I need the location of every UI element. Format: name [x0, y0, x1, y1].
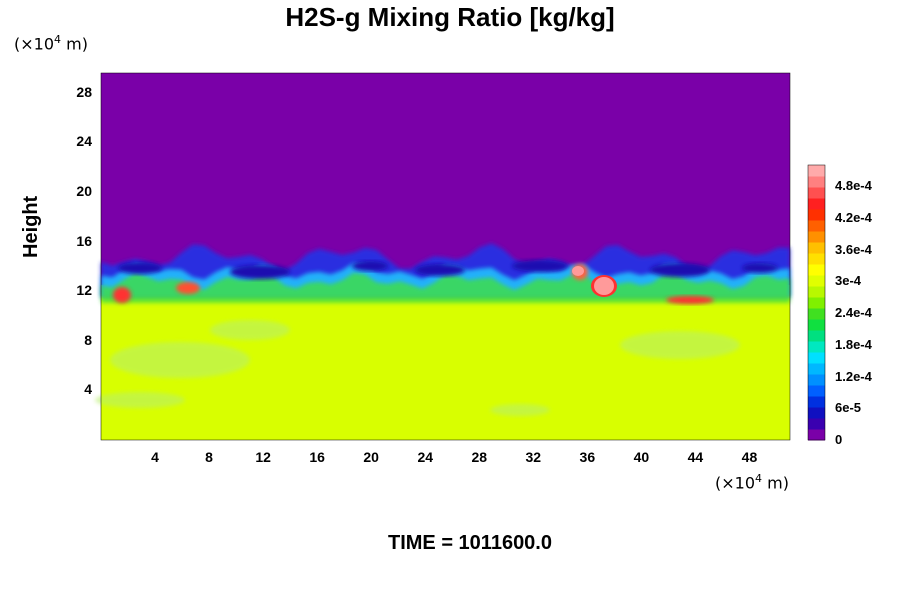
colorbar-label: 0 — [835, 432, 843, 447]
colorbar-label: 4.2e-4 — [835, 209, 872, 225]
hot-spot — [113, 287, 131, 303]
x-tick-label: 8 — [205, 449, 213, 465]
upper-field — [101, 73, 790, 286]
y-axis-unit: (×104 m) — [14, 33, 88, 54]
y-tick-label: 28 — [76, 83, 92, 100]
mixing-band-green — [101, 272, 790, 304]
x-tick-label: 48 — [741, 449, 758, 465]
mixing-eddy — [415, 264, 465, 276]
colorbar-segment — [808, 242, 825, 254]
x-tick-label: 24 — [417, 449, 434, 465]
colorbar-segment — [808, 176, 825, 188]
y-tick-label: 16 — [76, 232, 92, 249]
hot-spot — [176, 282, 200, 294]
colorbar-segment — [808, 297, 825, 309]
x-tick-label: 28 — [471, 449, 488, 465]
colorbar-segment — [808, 275, 825, 287]
mixing-eddy — [742, 263, 778, 273]
colorbar-segment — [808, 231, 825, 243]
colorbar-label: 2.4e-4 — [835, 305, 872, 321]
colorbar-segment — [808, 341, 825, 353]
mixing-eddy — [650, 263, 710, 277]
colorbar-label: 6e-5 — [835, 400, 862, 416]
x-tick-label: 36 — [579, 449, 596, 465]
chart-title: H2S-g Mixing Ratio [kg/kg] — [285, 2, 615, 32]
mixing-eddy — [230, 265, 290, 279]
colorbar-segment — [808, 253, 825, 265]
colorbar-segment — [808, 429, 825, 441]
colorbar-segment — [808, 209, 825, 221]
x-tick-label: 20 — [363, 449, 379, 465]
y-tick-label: 20 — [76, 183, 92, 200]
colorbar-label: 3e-4 — [835, 273, 862, 289]
colorbar-segment — [808, 220, 825, 232]
lower-swirl — [210, 320, 290, 340]
colorbar-segment — [808, 352, 825, 364]
y-tick-label: 12 — [76, 282, 92, 299]
heatmap-field — [95, 72, 791, 441]
colorbar-segment — [808, 374, 825, 386]
hot-spot — [666, 296, 714, 304]
colorbar-segment — [808, 165, 825, 177]
x-tick-label: 40 — [633, 449, 650, 465]
peak-blob — [594, 277, 614, 295]
x-axis-unit: (×104 m) — [715, 472, 789, 493]
x-tick-label: 16 — [309, 449, 325, 465]
colorbar-segment — [808, 286, 825, 298]
colorbar-frame — [807, 164, 826, 441]
lower-swirl — [110, 342, 250, 378]
lower-swirl — [95, 392, 185, 408]
colorbar-label: 1.8e-4 — [835, 336, 872, 352]
x-tick-label: 12 — [255, 449, 271, 465]
colorbar-segment — [808, 187, 825, 199]
colorbar-segment — [808, 330, 825, 342]
colorbar-label: 3.6e-4 — [835, 241, 872, 257]
mixing-eddy — [512, 260, 568, 272]
mixing-eddy — [118, 262, 162, 274]
colorbar-segment — [808, 385, 825, 397]
colorbar-segment — [808, 418, 825, 430]
time-label: TIME = 1011600.0 — [387, 532, 552, 554]
colorbar-segment — [808, 396, 825, 408]
colorbar-label: 4.8e-4 — [835, 178, 872, 194]
colorbar-segment — [808, 407, 825, 419]
plot-frame — [100, 72, 791, 441]
lower-swirl — [620, 331, 740, 359]
x-tick-label: 4 — [151, 449, 159, 465]
x-tick-label: 32 — [525, 449, 542, 465]
y-tick-label: 24 — [76, 133, 92, 150]
peak-blob-small — [572, 266, 584, 276]
lower-swirl — [490, 404, 550, 416]
x-tick-label: 44 — [687, 449, 704, 465]
colorbar — [807, 164, 826, 441]
y-tick-label: 4 — [84, 381, 92, 398]
colorbar-segment — [808, 198, 825, 210]
colorbar-segment — [808, 319, 825, 331]
colorbar-segment — [808, 264, 825, 276]
colorbar-label: 1.2e-4 — [835, 368, 872, 384]
mixing-eddy — [352, 261, 388, 271]
colorbar-segment — [808, 363, 825, 375]
colorbar-segment — [808, 308, 825, 320]
y-tick-label: 8 — [84, 331, 92, 348]
